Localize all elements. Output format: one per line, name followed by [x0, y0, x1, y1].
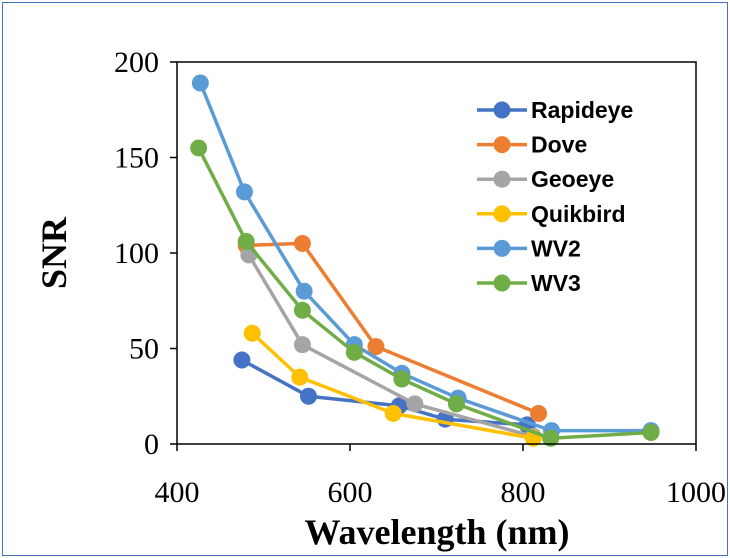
legend-label: Quikbird: [531, 201, 626, 227]
x-tick-label: 1000: [666, 476, 726, 509]
y-axis-title: SNR: [34, 216, 74, 289]
data-point-rapideye: [233, 351, 251, 369]
legend-item-geoeye: Geoeye: [477, 166, 614, 192]
data-point-wv3: [345, 343, 363, 361]
y-tick-label: 150: [114, 142, 159, 175]
x-tick-label: 800: [501, 476, 546, 509]
legend-item-rapideye: Rapideye: [477, 97, 633, 123]
legend-label: WV2: [531, 235, 581, 261]
legend-item-quikbird: Quikbird: [477, 201, 626, 227]
y-tick-label: 0: [144, 428, 159, 461]
series-quikbird: [243, 324, 542, 447]
data-point-geoeye: [293, 336, 311, 354]
data-point-dove: [530, 404, 548, 422]
x-axis-title: Wavelength (nm): [305, 512, 570, 552]
series-wv3: [190, 139, 660, 447]
series-line-wv3: [197, 147, 652, 441]
data-point-geoeye: [406, 395, 424, 413]
data-point-wv3: [293, 301, 311, 319]
x-tick-label: 600: [328, 476, 373, 509]
series-wv2: [191, 74, 660, 440]
legend-item-wv2: WV2: [477, 235, 581, 261]
legend-item-dove: Dove: [477, 132, 587, 158]
legend-item-wv3: WV3: [477, 270, 581, 296]
data-point-quikbird: [291, 368, 309, 386]
data-point-dove: [367, 338, 385, 356]
legend-label: Geoeye: [531, 166, 614, 192]
series-line-geoeye: [247, 254, 534, 439]
legend-swatch-marker: [493, 239, 511, 257]
data-point-wv2: [235, 183, 253, 201]
x-tick-label: 400: [155, 476, 200, 509]
series-layer: [190, 74, 660, 447]
y-tick-label: 50: [129, 333, 159, 366]
y-tick-label: 200: [114, 46, 159, 79]
ticks-layer: 0 50 100 150 200 400 600 800 1000: [114, 46, 726, 509]
data-point-dove: [293, 234, 311, 252]
series-line-wv2: [198, 82, 651, 433]
legend-swatch-marker: [493, 205, 511, 223]
data-point-wv3: [237, 233, 255, 251]
y-tick-label: 100: [114, 237, 159, 270]
legend-swatch-marker: [493, 274, 511, 292]
data-point-wv3: [447, 395, 465, 413]
series-line-quikbird: [251, 331, 534, 441]
data-point-rapideye: [299, 387, 317, 405]
legend-label: Dove: [531, 132, 587, 158]
data-point-wv3: [642, 424, 660, 442]
data-point-quikbird: [384, 404, 402, 422]
data-point-wv3: [542, 429, 560, 447]
data-point-wv3: [393, 370, 411, 388]
data-point-wv3: [190, 139, 208, 157]
legend-swatch-marker: [493, 136, 511, 154]
legend: Rapideye Dove Geoeye Quikbird WV2 WV3: [477, 97, 633, 296]
data-point-quikbird: [243, 324, 261, 342]
legend-swatch-marker: [493, 101, 511, 119]
legend-label: Rapideye: [531, 97, 633, 123]
data-point-wv2: [295, 282, 313, 300]
legend-label: WV3: [531, 270, 581, 296]
data-point-wv2: [191, 74, 209, 92]
legend-swatch-marker: [493, 170, 511, 188]
